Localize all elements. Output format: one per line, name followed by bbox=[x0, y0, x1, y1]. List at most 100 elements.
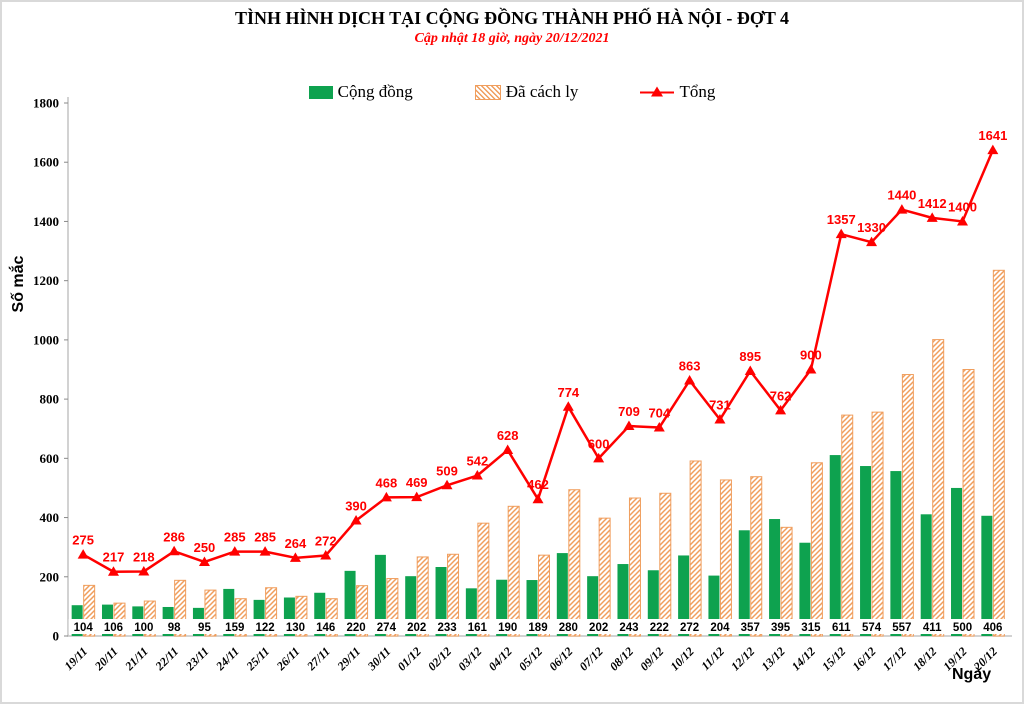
bar-da-cach-ly bbox=[810, 462, 823, 637]
total-label: 600 bbox=[588, 436, 610, 451]
y-tick-label: 1600 bbox=[33, 155, 59, 170]
bar-da-cach-ly bbox=[295, 595, 308, 637]
total-marker bbox=[744, 365, 756, 375]
x-tick-label: 20/12 bbox=[970, 644, 1000, 674]
bar-cong-dong bbox=[526, 580, 538, 636]
total-label: 285 bbox=[254, 530, 276, 545]
bar-da-cach-ly bbox=[507, 505, 520, 637]
bar-cong-dong bbox=[465, 588, 477, 636]
total-marker bbox=[835, 228, 847, 239]
bar-label-box bbox=[250, 619, 280, 634]
legend-item-cong-dong: Cộng đồng bbox=[308, 82, 413, 102]
total-label: 462 bbox=[527, 477, 549, 492]
bar-label-box bbox=[311, 619, 341, 634]
bar-label-box bbox=[129, 619, 159, 634]
bar-da-cach-ly bbox=[356, 585, 369, 637]
total-marker bbox=[593, 452, 605, 463]
bar-label-box bbox=[371, 619, 401, 634]
bar-label: 315 bbox=[801, 622, 821, 634]
legend-item-tong: Tổng bbox=[640, 82, 715, 102]
total-label: 774 bbox=[557, 385, 579, 400]
x-tick-label: 17/12 bbox=[880, 644, 909, 673]
total-label: 1400 bbox=[948, 199, 977, 214]
bar-da-cach-ly bbox=[598, 517, 611, 637]
bar-cong-dong bbox=[920, 514, 932, 636]
line-marker-icon bbox=[640, 86, 675, 97]
x-tick-label: 11/12 bbox=[698, 644, 727, 673]
x-tick-label: 19/11 bbox=[62, 644, 91, 673]
bar-label: 122 bbox=[256, 622, 275, 634]
x-tick-label: 15/12 bbox=[819, 644, 848, 673]
bar-label-box bbox=[553, 619, 583, 634]
bar-cong-dong bbox=[981, 515, 993, 636]
bar-label: 574 bbox=[862, 622, 882, 634]
bar-label: 161 bbox=[468, 622, 488, 634]
bar-da-cach-ly bbox=[386, 578, 399, 637]
x-tick-label: 20/11 bbox=[91, 644, 120, 673]
bar-label: 557 bbox=[892, 622, 911, 634]
total-marker bbox=[380, 491, 392, 502]
total-label: 1440 bbox=[887, 188, 916, 203]
bar-label-box bbox=[887, 619, 917, 634]
bar-label: 189 bbox=[528, 622, 547, 634]
bar-da-cach-ly bbox=[871, 411, 884, 637]
x-axis-title: Ngày bbox=[952, 666, 992, 683]
bar-label: 233 bbox=[437, 622, 456, 634]
bar-label-box bbox=[857, 619, 887, 634]
total-label: 1641 bbox=[978, 128, 1007, 143]
bar-label-box bbox=[462, 619, 492, 634]
x-tick-label: 26/11 bbox=[273, 644, 302, 673]
bar-da-cach-ly bbox=[780, 526, 793, 637]
bar-label: 106 bbox=[104, 622, 123, 634]
bar-label-box bbox=[978, 619, 1008, 634]
bar-label-box bbox=[948, 619, 978, 634]
total-marker bbox=[107, 566, 119, 576]
bar-label: 280 bbox=[559, 622, 578, 634]
y-tick-label: 1400 bbox=[33, 214, 59, 229]
total-marker bbox=[471, 470, 483, 480]
chart-title: TÌNH HÌNH DỊCH TẠI CỘNG ĐỒNG THÀNH PHỐ H… bbox=[234, 8, 790, 28]
bar-cong-dong bbox=[283, 597, 295, 636]
bar-da-cach-ly bbox=[932, 339, 945, 637]
x-tick-label: 23/11 bbox=[182, 644, 211, 673]
total-marker bbox=[987, 144, 999, 155]
total-label: 731 bbox=[709, 398, 731, 413]
x-tick-label: 18/12 bbox=[910, 644, 939, 673]
total-marker bbox=[138, 565, 150, 576]
total-marker bbox=[684, 374, 696, 385]
bar-da-cach-ly bbox=[962, 369, 975, 637]
total-marker bbox=[229, 546, 241, 556]
x-tick-label: 08/12 bbox=[607, 644, 636, 673]
total-line bbox=[82, 149, 994, 573]
total-marker bbox=[411, 491, 423, 502]
total-label: 285 bbox=[224, 530, 246, 545]
x-tick-label: 09/12 bbox=[637, 644, 666, 673]
x-tick-label: 05/12 bbox=[516, 644, 545, 673]
total-marker bbox=[350, 515, 362, 525]
bar-da-cach-ly bbox=[447, 553, 460, 637]
y-tick-label: 1800 bbox=[33, 96, 59, 111]
bar-label: 204 bbox=[710, 622, 730, 634]
total-label: 286 bbox=[163, 529, 185, 544]
bar-label: 357 bbox=[741, 622, 760, 634]
total-label: 1330 bbox=[857, 220, 886, 235]
bar-da-cach-ly bbox=[568, 489, 581, 637]
bar-cong-dong bbox=[314, 592, 326, 636]
bar-da-cach-ly bbox=[628, 497, 641, 637]
bar-label: 146 bbox=[316, 622, 335, 634]
bar-label-box bbox=[705, 619, 735, 634]
bar-label: 104 bbox=[74, 622, 94, 634]
total-label: 863 bbox=[679, 358, 701, 373]
y-tick-label: 1000 bbox=[33, 332, 59, 347]
bar-label-box bbox=[917, 619, 947, 634]
bar-label-box bbox=[644, 619, 674, 634]
bar-label-box bbox=[402, 619, 432, 634]
bar-da-cach-ly bbox=[325, 598, 338, 637]
total-marker bbox=[562, 401, 574, 411]
bar-label-box bbox=[220, 619, 250, 634]
bar-label: 243 bbox=[619, 622, 638, 634]
total-label: 709 bbox=[618, 404, 640, 419]
x-tick-label: 07/12 bbox=[577, 644, 606, 673]
x-tick-label: 01/12 bbox=[395, 644, 424, 673]
x-tick-label: 14/12 bbox=[789, 644, 818, 673]
